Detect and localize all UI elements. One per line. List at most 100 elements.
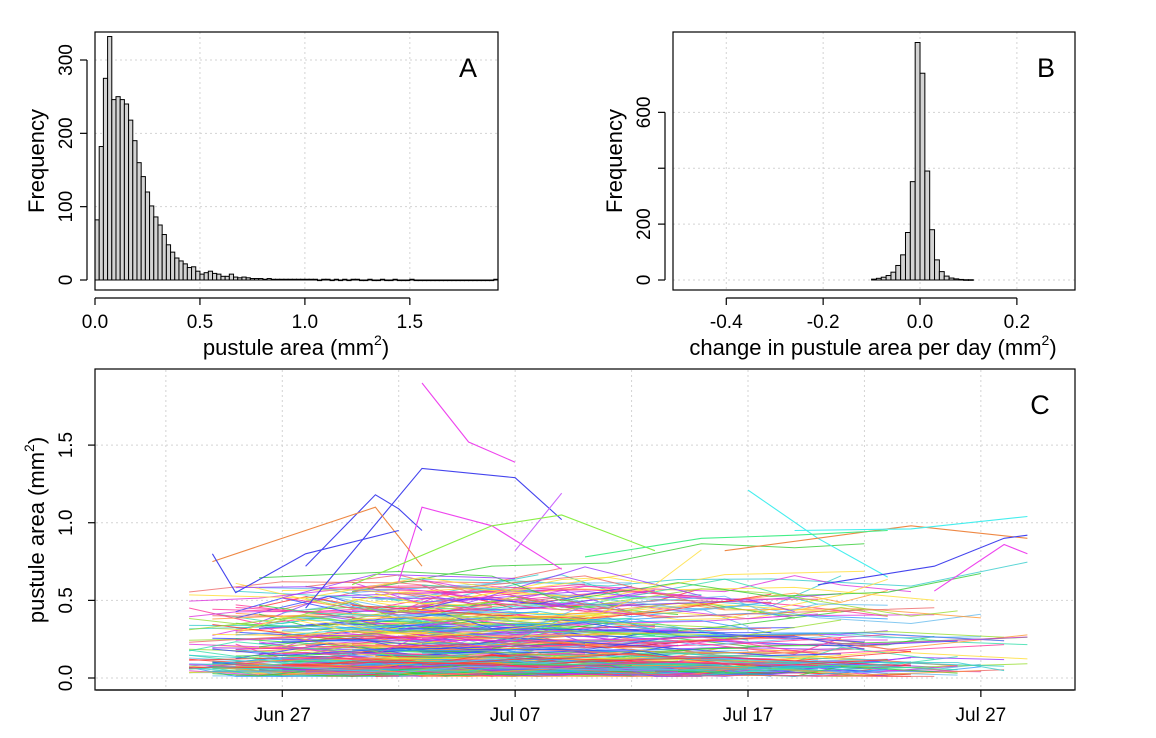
panel-c-series-line	[724, 525, 1028, 552]
panel-a-bar	[405, 279, 411, 282]
panel-a-bar	[107, 36, 113, 281]
panel-c-series-line	[352, 617, 818, 637]
panel-c-series-line	[398, 618, 516, 631]
panel-c-series-line	[375, 661, 912, 671]
panel-a-bar	[266, 278, 272, 281]
panel-b-bar	[885, 275, 892, 281]
panel-c-series-line	[282, 661, 539, 668]
panel-a-bar	[144, 191, 151, 281]
panel-a-bar	[358, 279, 365, 282]
panel-c-y-tick-label: 1.5	[56, 432, 77, 458]
panel-b-bar	[890, 271, 897, 281]
panel-c-series-line	[375, 586, 935, 606]
panel-a-bar	[207, 270, 214, 281]
panel-b-bar	[929, 229, 936, 281]
panel-c-series-line	[352, 593, 772, 619]
panel-c-series-line	[352, 645, 586, 652]
panel-c-series-line	[421, 578, 819, 606]
panel-a-bar	[182, 263, 188, 281]
panel-b-grid	[673, 32, 1075, 290]
panel-c-series	[188, 382, 1028, 677]
panel-c-series-line	[305, 670, 492, 677]
panel-c-series-line	[258, 641, 795, 654]
panel-a-bars	[94, 36, 499, 282]
panel-a-bar	[430, 279, 436, 282]
panel-a-bar	[321, 278, 327, 281]
panel-c-ylabel-sup: 2	[21, 444, 37, 452]
panel-c-x-tick-label: Jul 27	[956, 705, 1007, 726]
panel-c-series-line	[398, 583, 586, 594]
panel-a-label: A	[459, 53, 477, 83]
panel-a-bar	[161, 234, 167, 281]
panel-a-bar	[258, 278, 264, 281]
panel-a-bar	[216, 273, 222, 281]
panel-a-bar	[346, 279, 352, 282]
panel-a-bar	[170, 251, 176, 281]
panel-a-bar	[140, 176, 146, 281]
panel-a-ylabel: Frequency	[24, 109, 49, 213]
panel-b-bar	[880, 276, 887, 281]
panel-a-bar	[191, 266, 197, 281]
panel-c-series-line	[328, 588, 958, 625]
panel-b-bar	[953, 278, 960, 281]
panel-b-y-tick-label: 600	[634, 97, 655, 129]
panel-a-bar	[283, 278, 289, 281]
panel-a-frame	[94, 31, 499, 291]
panel-a-histogram: 0.0 0.5 1.0 1.5 0 100 200 300 A Frequency pustu…	[24, 31, 499, 360]
panel-b-bar	[948, 277, 955, 281]
panel-c-series-line	[282, 642, 562, 659]
panel-a-bar	[417, 279, 423, 282]
panel-a-bar	[489, 279, 495, 282]
panel-c-series-line	[398, 628, 865, 643]
panel-a-bar	[275, 278, 281, 281]
panel-c-series-line	[189, 659, 469, 670]
panel-b-y-tick-label: 200	[634, 208, 655, 240]
panel-c-series-line	[398, 561, 1028, 587]
panel-c-series-line	[258, 570, 981, 602]
panel-a-bar	[149, 205, 155, 281]
panel-a-y-tick-label: 0	[56, 275, 77, 286]
panel-a-bar	[195, 270, 201, 281]
panel-a-xlabel-end: )	[382, 335, 389, 360]
panel-c-series-line	[375, 650, 1028, 664]
panel-a-x-tick-label: 1.5	[397, 312, 423, 333]
panel-a-bar	[111, 99, 117, 281]
panel-c-series-line	[211, 529, 399, 594]
panel-a-bar	[316, 279, 323, 282]
panel-b-xlabel-main: change in pustule area per day (mm	[689, 335, 1041, 360]
panel-a-bar	[262, 278, 268, 281]
panel-b-bars	[871, 42, 974, 281]
panel-a-xlabel: pustule area (mm2)	[203, 332, 389, 360]
panel-a-bar	[157, 224, 163, 281]
panel-b-histogram: -0.4 -0.2 0.0 0.2 0 200 600 B Frequency change…	[602, 31, 1076, 360]
panel-a-bar	[224, 275, 230, 281]
panel-a-bar	[384, 279, 390, 282]
panel-c-series-line	[235, 643, 562, 657]
panel-b-bar	[958, 278, 965, 281]
panel-a-bar	[300, 278, 306, 281]
panel-c-series-line	[258, 635, 865, 651]
panel-a-bar	[388, 279, 394, 282]
panel-c-line-chart: Jun 27 Jul 07 Jul 17 Jul 27 0.0 0.5 1.0 1.5 C p…	[21, 368, 1076, 726]
panel-c-series-line	[421, 574, 842, 607]
panel-a-bar	[212, 272, 218, 281]
panel-b-x-tick-label: 0.0	[907, 312, 933, 333]
panel-c-series-line	[398, 663, 912, 677]
panel-c-series-line	[282, 603, 446, 628]
panel-c-series-line	[421, 382, 516, 463]
panel-b-bar	[875, 277, 882, 281]
panel-a-bar	[459, 279, 465, 282]
panel-a-bar	[153, 216, 159, 281]
panel-c-series-line	[258, 634, 492, 655]
panel-a-bar	[233, 276, 239, 281]
panel-c-series-line	[794, 515, 1028, 532]
panel-b-bar	[934, 259, 940, 281]
panel-a-bar	[484, 279, 491, 282]
panel-c-series-line	[421, 578, 888, 624]
panel-a-bar	[254, 278, 260, 281]
panel-a-bar	[220, 275, 226, 281]
panel-c-label: C	[1030, 390, 1050, 420]
panel-c-series-line	[189, 573, 632, 599]
panel-a-bar	[455, 279, 461, 282]
